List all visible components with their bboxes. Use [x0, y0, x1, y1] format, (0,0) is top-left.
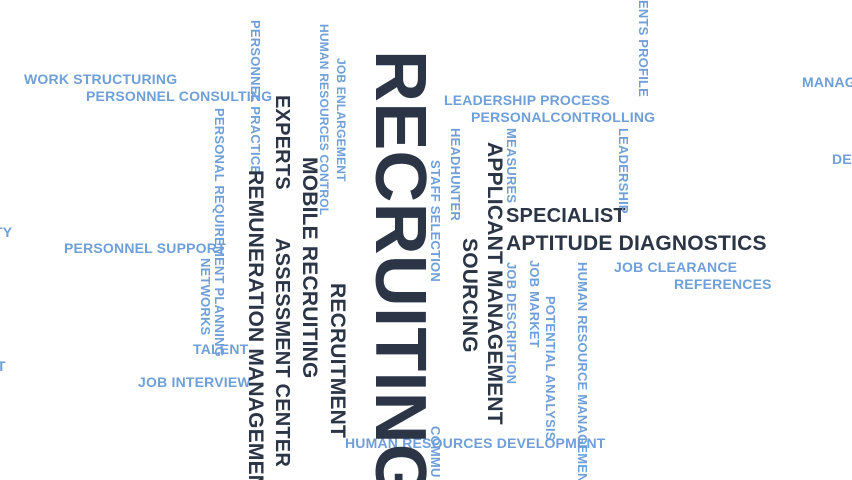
word-references: REFERENCES: [674, 276, 772, 292]
word-applicant-management: APPLICANT MANAGEMENT: [483, 142, 506, 425]
word-recruiting: RECRUITING: [360, 50, 440, 480]
word-talents-profile: ENTS PROFILE: [636, 0, 651, 98]
word-assessment-center: ASSESSMENT CENTER: [271, 238, 293, 467]
word-mobile-recruiting: MOBILE RECRUITING: [298, 157, 321, 379]
word-human-resource-management: HUMAN RESOURCE MANAGEMENT: [575, 262, 590, 480]
word-job-clearance: JOB CLEARANCE: [614, 259, 738, 275]
word-personal-requirement-planning: PERSONAL REQUIREMENT PLANNING: [212, 108, 227, 357]
word-left-cut-ty: TY: [0, 224, 13, 240]
word-aptitude-diagnostics: APTITUDE DIAGNOSTICS: [506, 232, 767, 255]
word-personalcontrolling: PERSONALCONTROLLING: [471, 109, 656, 125]
word-headhunter: HEADHUNTER: [448, 128, 463, 221]
word-potential-analysis: POTENTIAL ANALYSIS: [543, 296, 558, 441]
word-job-description: JOB DESCRIPTION: [504, 262, 519, 385]
word-left-cut-t: T: [0, 358, 6, 374]
word-experts: EXPERTS: [271, 95, 293, 190]
word-dev-cut: DEV: [832, 151, 852, 167]
word-measures: MEASURES: [504, 128, 519, 204]
word-job-interview: JOB INTERVIEW: [138, 374, 251, 390]
word-personnel-support: PERSONNEL SUPPORT: [64, 240, 226, 256]
word-leadership: LEADERSHIP: [616, 128, 631, 214]
word-work-structuring: WORK STRUCTURING: [24, 71, 178, 87]
word-talent: TALENT: [193, 341, 249, 357]
word-networks: NETWORKS: [198, 258, 213, 336]
word-personnel-consulting: PERSONNEL CONSULTING: [86, 88, 273, 104]
word-job-enlargement: JOB ENLARGEMENT: [334, 58, 348, 182]
word-recruitment: RECRUITMENT: [326, 283, 349, 439]
word-personnel-practice: PERSONNEL PRACTICE: [248, 20, 263, 175]
word-leadership-process: LEADERSHIP PROCESS: [444, 92, 610, 108]
word-remuneration-management: REMUNERATION MANAGEMENT: [244, 170, 267, 480]
word-sourcing: SOURCING: [458, 238, 481, 353]
word-human-resources-development: HUMAN RESOURCES DEVELOPMENT: [345, 435, 606, 451]
word-specialist: SPECIALIST: [506, 205, 626, 227]
word-management-cut: MANAGI: [802, 74, 852, 90]
word-job-market: JOB MARKET: [527, 260, 542, 348]
